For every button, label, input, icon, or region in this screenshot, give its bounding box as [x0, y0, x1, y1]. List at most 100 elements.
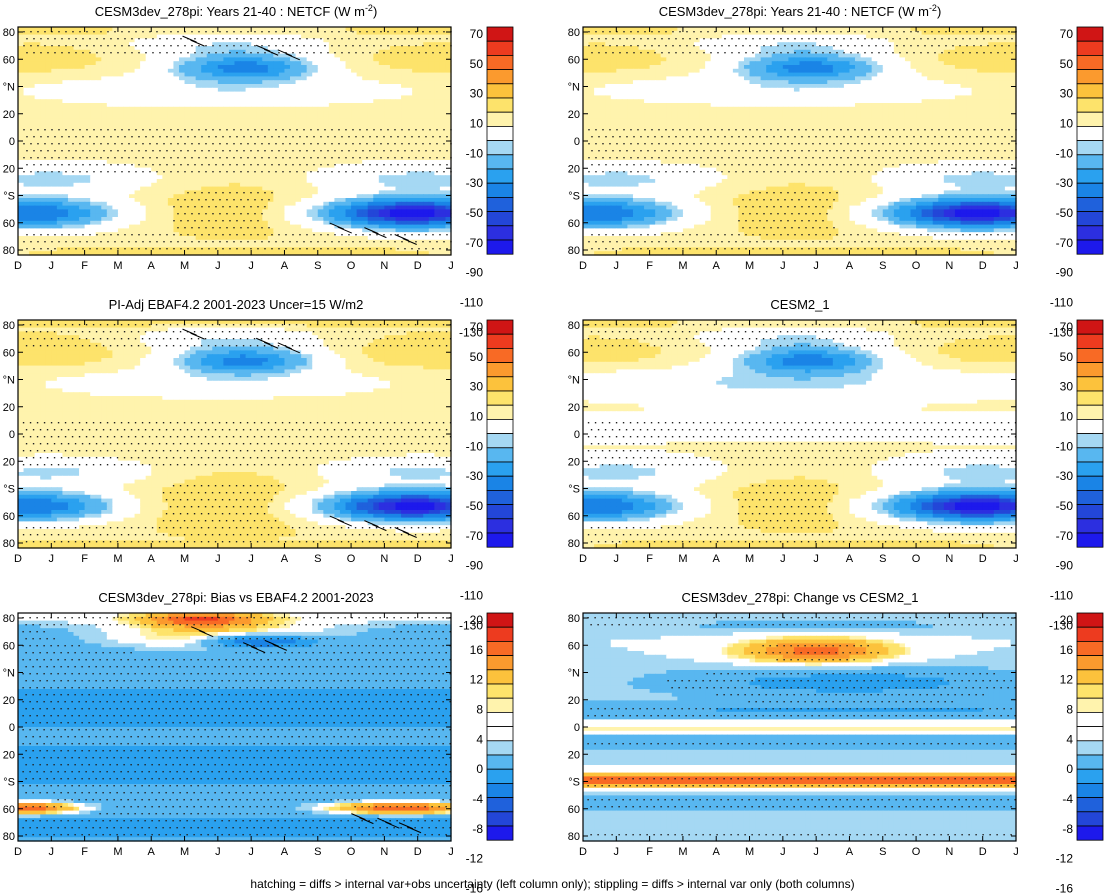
heatmap-cell: [18, 54, 24, 58]
heatmap-cell: [51, 27, 57, 31]
heatmap-cell: [185, 92, 191, 96]
heatmap-cell: [251, 65, 257, 69]
heatmap-cell: [423, 107, 429, 111]
heatmap-cell: [146, 103, 152, 107]
heatmap-cell: [196, 38, 202, 42]
heatmap-cell: [96, 84, 102, 88]
heatmap-cell: [307, 99, 313, 103]
heatmap-cell: [151, 27, 157, 31]
heatmap-cell: [318, 80, 324, 84]
heatmap-cell: [373, 80, 379, 84]
heatmap-cell: [101, 118, 107, 122]
heatmap-cell: [157, 76, 163, 80]
heatmap-cell: [229, 122, 235, 126]
heatmap-cell: [157, 88, 163, 92]
heatmap-cell: [90, 95, 96, 99]
heatmap-cell: [296, 35, 302, 39]
heatmap-cell: [268, 61, 274, 65]
heatmap-cell: [301, 88, 307, 92]
heatmap-cell: [390, 122, 396, 126]
heatmap-cell: [384, 73, 390, 77]
heatmap-cell: [240, 92, 246, 96]
heatmap-cell: [46, 88, 52, 92]
heatmap-cell: [118, 133, 124, 137]
heatmap-cell: [412, 118, 418, 122]
heatmap-cell: [29, 130, 35, 134]
heatmap-cell: [146, 118, 152, 122]
heatmap-cell: [395, 46, 401, 50]
heatmap-cell: [357, 73, 363, 77]
heatmap-cell: [368, 88, 374, 92]
heatmap-cell: [434, 145, 440, 149]
heatmap-cell: [212, 118, 218, 122]
heatmap-cell: [284, 46, 290, 50]
heatmap-cell: [162, 107, 168, 111]
heatmap-cell: [74, 145, 80, 149]
heatmap-cell: [362, 145, 368, 149]
heatmap-cell: [62, 122, 68, 126]
heatmap-cell: [129, 84, 135, 88]
heatmap-cell: [251, 46, 257, 50]
heatmap-cell: [51, 73, 57, 77]
heatmap-cell: [279, 42, 285, 46]
heatmap-cell: [74, 111, 80, 115]
heatmap-cell: [146, 145, 152, 149]
heatmap-cell: [35, 149, 41, 153]
heatmap-cell: [24, 137, 30, 141]
heatmap-cell: [151, 149, 157, 153]
heatmap-cell: [423, 99, 429, 103]
heatmap-cell: [329, 69, 335, 73]
heatmap-cell: [279, 80, 285, 84]
heatmap-cell: [90, 149, 96, 153]
heatmap-cell: [151, 73, 157, 77]
heatmap-cell: [312, 99, 318, 103]
heatmap-cell: [173, 76, 179, 80]
heatmap-cell: [429, 149, 435, 153]
heatmap-cell: [24, 95, 30, 99]
heatmap-cell: [173, 118, 179, 122]
heatmap-cell: [412, 145, 418, 149]
heatmap-cell: [296, 88, 302, 92]
heatmap-cell: [434, 54, 440, 58]
heatmap-cell: [96, 95, 102, 99]
heatmap-cell: [40, 114, 46, 118]
heatmap-cell: [96, 57, 102, 61]
heatmap-cell: [135, 84, 141, 88]
heatmap-cell: [429, 38, 435, 42]
heatmap-cell: [46, 111, 52, 115]
heatmap-cell: [290, 80, 296, 84]
heatmap-cell: [46, 38, 52, 42]
heatmap-cell: [357, 118, 363, 122]
heatmap-cell: [118, 73, 124, 77]
heatmap-cell: [423, 61, 429, 65]
heatmap-cell: [273, 80, 279, 84]
heatmap-cell: [162, 145, 168, 149]
heatmap-cell: [51, 54, 57, 58]
heatmap-cell: [407, 103, 413, 107]
heatmap-cell: [151, 137, 157, 141]
heatmap-cell: [29, 65, 35, 69]
heatmap-cell: [40, 118, 46, 122]
heatmap-cell: [112, 69, 118, 73]
heatmap-cell: [229, 95, 235, 99]
heatmap-cell: [123, 76, 129, 80]
heatmap-cell: [307, 137, 313, 141]
heatmap-cell: [423, 130, 429, 134]
heatmap-cell: [373, 137, 379, 141]
heatmap-cell: [140, 122, 146, 126]
heatmap-cell: [118, 130, 124, 134]
heatmap-cell: [151, 38, 157, 42]
heatmap-cell: [273, 111, 279, 115]
heatmap-cell: [262, 73, 268, 77]
heatmap-cell: [312, 107, 318, 111]
heatmap-cell: [107, 38, 113, 42]
heatmap-cell: [135, 95, 141, 99]
heatmap-cell: [312, 114, 318, 118]
heatmap-cell: [35, 122, 41, 126]
heatmap-cell: [146, 65, 152, 69]
heatmap-cell: [334, 27, 340, 31]
heatmap-cell: [307, 27, 313, 31]
heatmap-cell: [340, 122, 346, 126]
heatmap-cell: [201, 57, 207, 61]
heatmap-cell: [368, 107, 374, 111]
